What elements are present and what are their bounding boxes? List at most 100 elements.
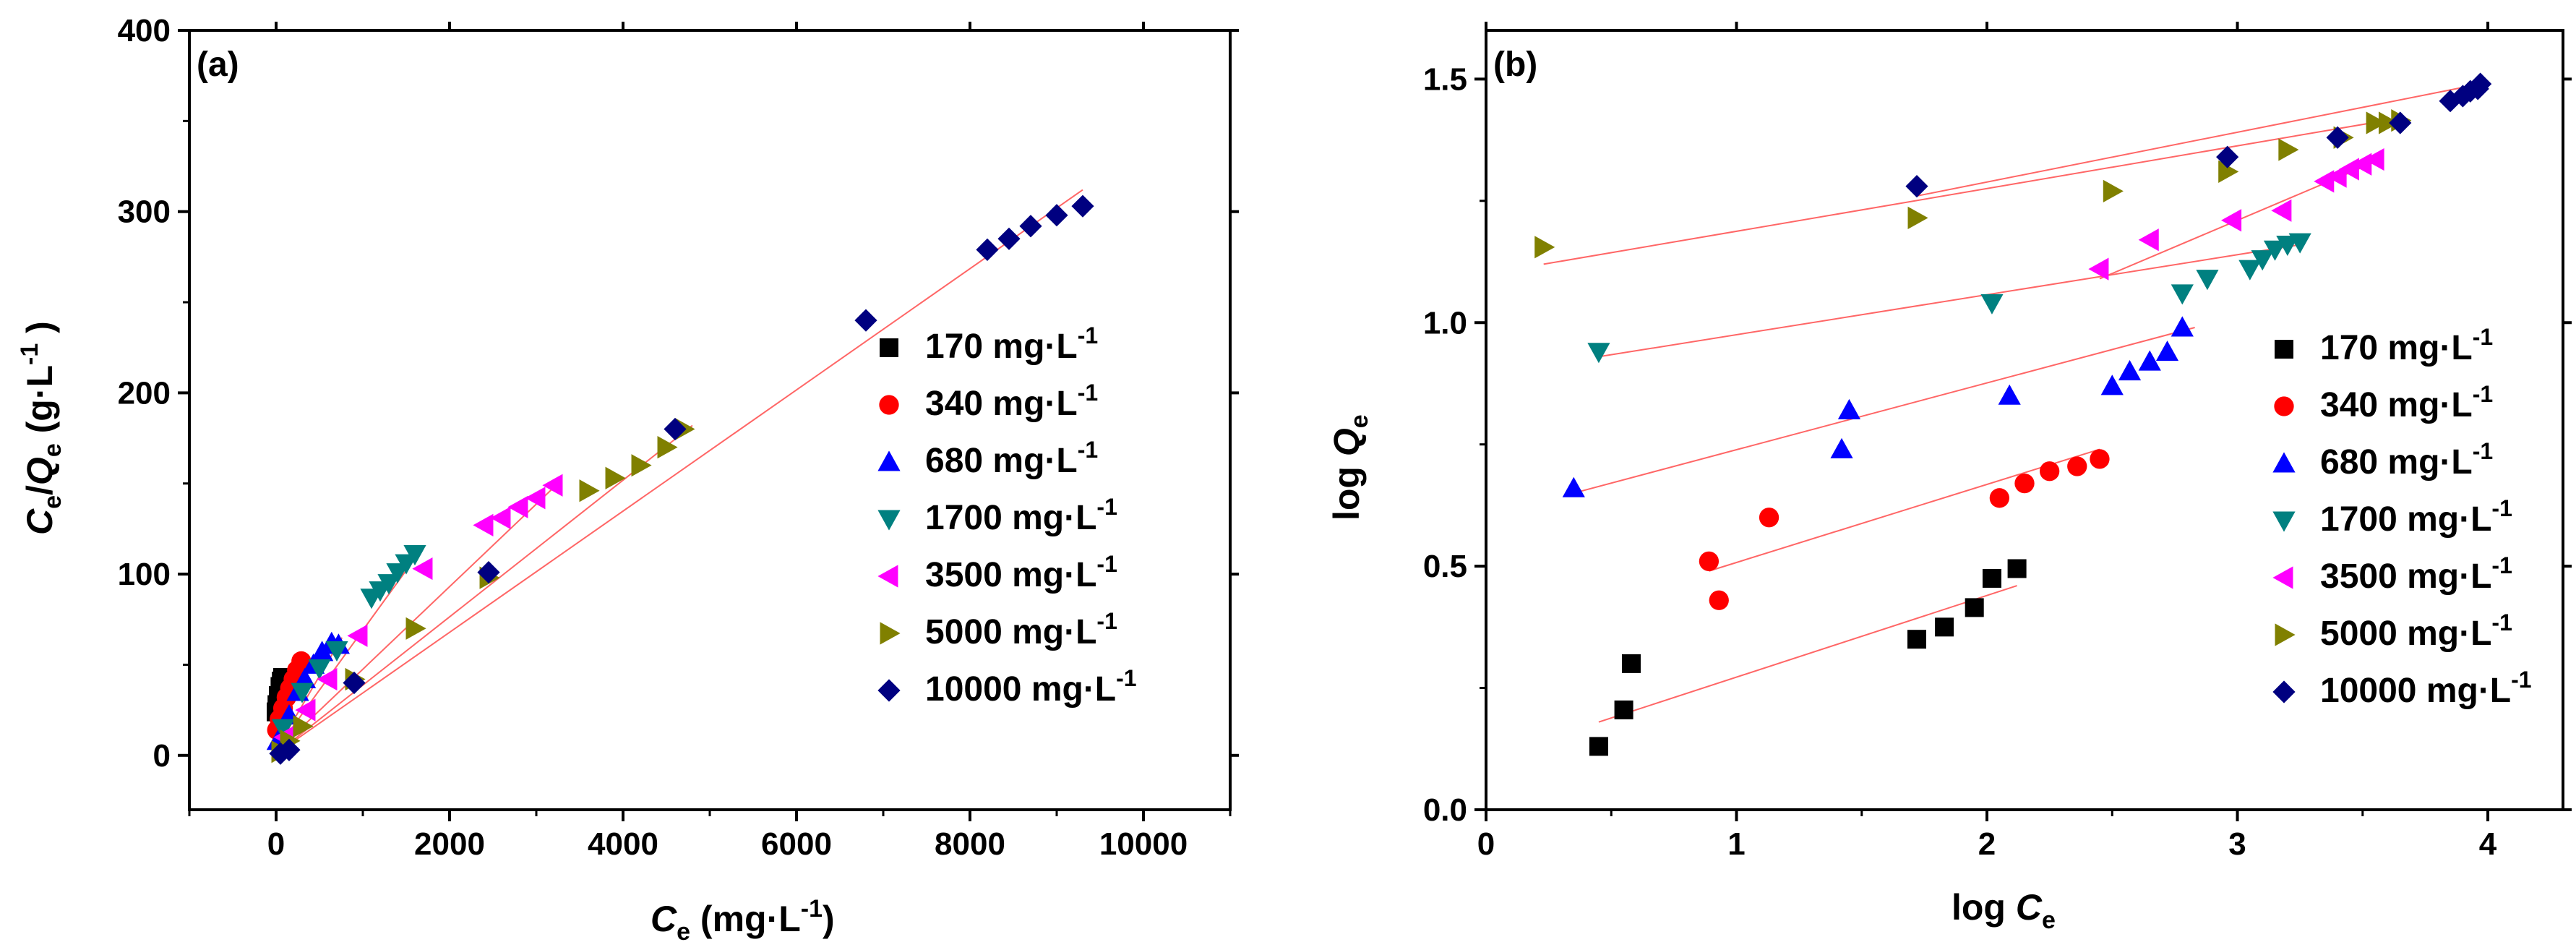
fit-line-triangle-up — [1573, 327, 2195, 495]
data-point-square — [1935, 617, 1954, 637]
fit-line-square — [1598, 585, 2017, 723]
legend-label: 5000 mg·L-1 — [2320, 609, 2512, 653]
legend-marker-triangle-right — [880, 622, 901, 645]
data-point-triangle-down — [403, 545, 426, 566]
data-point-triangle-left — [542, 474, 563, 497]
x-tick-label: 6000 — [761, 826, 832, 862]
data-point-triangle-up — [2171, 316, 2194, 337]
data-point-triangle-right — [1907, 206, 1928, 229]
data-point-triangle-right — [2278, 138, 2299, 161]
x-tick-label: 1 — [1727, 826, 1745, 862]
legend-marker-triangle-up — [2272, 452, 2296, 473]
data-point-triangle-right — [2103, 179, 2124, 202]
data-point-triangle-down — [377, 574, 400, 595]
fit-line-triangle-down — [1598, 244, 2301, 358]
data-point-triangle-down — [2238, 260, 2262, 281]
legend-marker-triangle-up — [877, 450, 901, 471]
data-point-triangle-left — [347, 624, 368, 647]
data-point-triangle-down — [308, 659, 331, 680]
legend-label: 1700 mg·L-1 — [925, 494, 1117, 537]
legend-label: 10000 mg·L-1 — [925, 665, 1137, 709]
legend-marker-circle — [2274, 396, 2294, 416]
data-point-triangle-right — [2218, 160, 2239, 183]
data-point-square — [1965, 598, 1984, 617]
data-point-triangle-left — [2326, 165, 2347, 188]
legend-label: 3500 mg·L-1 — [925, 551, 1117, 594]
data-point-triangle-up — [2100, 375, 2124, 395]
panel-a-fit-lines — [275, 189, 1083, 755]
data-point-triangle-down — [2288, 233, 2311, 254]
x-tick-label: 4000 — [588, 826, 658, 862]
data-point-triangle-right — [1534, 236, 1555, 259]
data-point-diamond — [2469, 72, 2492, 95]
data-point-triangle-right — [2366, 111, 2387, 134]
legend-label: 10000 mg·L-1 — [2320, 667, 2532, 710]
y-tick-label: 0.5 — [1423, 549, 1467, 584]
data-point-triangle-left — [2221, 209, 2242, 232]
data-point-triangle-left — [412, 557, 433, 581]
data-point-triangle-up — [1830, 437, 1853, 458]
legend-marker-square — [880, 338, 898, 357]
legend-label: 3500 mg·L-1 — [2320, 552, 2512, 596]
data-point-triangle-down — [291, 682, 314, 703]
data-point-triangle-left — [2271, 199, 2292, 222]
data-point-diamond — [976, 238, 999, 261]
panel-a-data-points — [266, 194, 1094, 765]
data-point-diamond — [343, 671, 366, 695]
data-point-triangle-left — [525, 487, 546, 510]
x-tick-label: 3 — [2228, 826, 2246, 862]
data-point-square — [1614, 700, 1633, 719]
data-point-circle — [1759, 508, 1779, 528]
fit-line-triangle-right — [1543, 117, 2400, 265]
panel-b-legend: 170 mg·L-1 340 mg·L-1 680 mg·L-1 1700 mg·L-… — [2272, 324, 2532, 710]
legend-label: 340 mg·L-1 — [2320, 381, 2493, 424]
data-point-triangle-right — [657, 436, 678, 459]
data-point-diamond — [664, 417, 687, 441]
data-point-diamond — [2389, 111, 2412, 134]
data-point-diamond — [1905, 175, 1928, 198]
data-point-triangle-left — [473, 513, 494, 537]
y-tick-label: 0 — [153, 738, 171, 774]
panel-b-x-axis-title: log Ce — [1952, 887, 2056, 934]
data-point-triangle-down — [1980, 294, 2004, 314]
data-point-triangle-down — [2251, 250, 2274, 271]
panel-a-y-axis-title: Ce/Qe (g·L-1 ) — [16, 321, 66, 535]
data-point-triangle-down — [2171, 284, 2194, 305]
data-point-triangle-up — [2118, 360, 2142, 381]
data-point-circle — [1709, 590, 1729, 610]
panel-a-ticks: 0 2000 4000 6000 8000 10000 0 100 200 300 400 — [118, 13, 1239, 862]
data-point-circle — [2067, 456, 2087, 476]
data-point-diamond — [997, 227, 1021, 250]
data-point-diamond — [1045, 204, 1068, 227]
legend-marker-triangle-left — [2272, 566, 2293, 589]
legend-marker-diamond — [877, 679, 901, 702]
x-tick-label: 8000 — [935, 826, 1005, 862]
data-point-triangle-left — [2088, 257, 2109, 281]
x-tick-label: 4 — [2479, 826, 2497, 862]
y-tick-label: 200 — [118, 375, 171, 411]
data-point-square — [2007, 559, 2027, 578]
data-point-triangle-up — [1562, 476, 1585, 497]
fit-line-diamond — [1916, 83, 2481, 197]
data-point-triangle-right — [631, 454, 652, 477]
data-point-diamond — [269, 742, 292, 765]
data-point-triangle-left — [490, 506, 511, 529]
legend-label: 680 mg·L-1 — [2320, 438, 2493, 482]
x-tick-label: 2 — [1978, 826, 1996, 862]
panel-b-ticks: 0 1 2 3 4 0.0 0.5 1.0 1.5 — [1423, 22, 2572, 862]
y-tick-label: 400 — [118, 13, 171, 48]
data-point-triangle-right — [405, 617, 426, 640]
data-point-triangle-right — [293, 715, 314, 738]
data-point-diamond — [2326, 126, 2349, 149]
data-point-circle — [2014, 473, 2035, 494]
fit-line-diamond — [275, 189, 1083, 755]
y-tick-label: 1.5 — [1423, 61, 1467, 97]
data-point-triangle-right — [579, 479, 600, 502]
y-tick-label: 0.0 — [1423, 792, 1467, 828]
fit-line-triangle-right — [275, 424, 693, 755]
data-point-square — [1907, 630, 1926, 649]
data-point-diamond — [477, 560, 500, 584]
legend-marker-triangle-right — [2275, 623, 2296, 646]
panel-b-y-axis-title: log Qe — [1326, 414, 1373, 521]
data-point-triangle-left — [507, 495, 528, 518]
